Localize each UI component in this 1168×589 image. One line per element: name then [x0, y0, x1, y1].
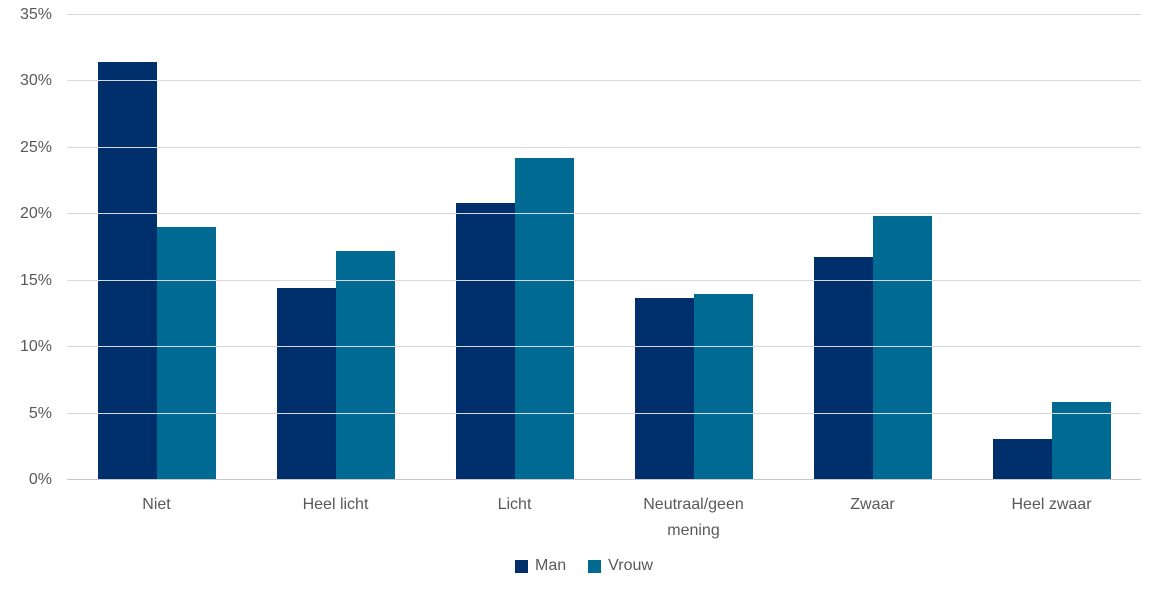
bar-group-6	[962, 401, 1141, 479]
legend-label-man: Man	[535, 557, 567, 574]
bar-vrouw-5	[872, 215, 932, 479]
bar-group-4	[604, 294, 783, 479]
bar-man-5	[813, 257, 873, 479]
y-axis-labels: 0% 5% 10% 15% 20% 25% 30% 35%	[0, 6, 52, 488]
bar-group-5	[783, 215, 962, 479]
y-tick-label: 25%	[19, 138, 52, 156]
bar-vrouw-1	[156, 226, 216, 479]
plot-area	[67, 14, 1141, 480]
x-tick-label-2: Heel licht	[302, 496, 369, 513]
bar-man-2	[276, 287, 336, 479]
bar-vrouw-4	[693, 294, 753, 479]
y-tick-label: 15%	[19, 271, 52, 289]
bar-group-3	[425, 157, 604, 479]
y-tick-label: 35%	[19, 6, 52, 23]
bar-group-2	[246, 250, 425, 479]
y-tick-label: 30%	[19, 72, 52, 90]
legend: Man Vrouw	[0, 554, 1168, 578]
legend-item-vrouw: Vrouw	[588, 556, 653, 576]
legend-label-vrouw: Vrouw	[608, 557, 653, 574]
gridline	[67, 80, 1141, 82]
bar-man-4	[634, 298, 694, 479]
bar-man-3	[455, 202, 515, 479]
bar-vrouw-2	[335, 250, 395, 479]
x-tick-label-5: Zwaar	[850, 496, 895, 513]
gridline	[67, 213, 1141, 215]
man-series-swatch	[515, 559, 529, 573]
bar-vrouw-3	[514, 157, 574, 479]
bar-group-1	[67, 61, 246, 479]
y-tick-label: 0%	[28, 471, 52, 488]
gridline	[67, 346, 1141, 348]
x-axis-labels: Niet Heel licht Licht Neutraal/geen mening Z…	[67, 492, 1141, 544]
bar-man-1	[97, 61, 157, 479]
gridline	[67, 146, 1141, 148]
legend-item-man: Man	[515, 556, 566, 576]
y-tick-label: 20%	[19, 205, 52, 223]
bar-vrouw-6	[1051, 401, 1111, 479]
vrouw-series-swatch	[588, 559, 602, 573]
y-tick-label: 10%	[19, 338, 52, 356]
x-tick-label-1: Niet	[142, 496, 171, 513]
bar-groups	[67, 14, 1141, 479]
gridline	[67, 279, 1141, 281]
gridline	[67, 412, 1141, 414]
gridline	[67, 14, 1141, 15]
y-tick-label: 5%	[28, 404, 52, 422]
x-tick-label-4: Neutraal/geen mening	[643, 496, 744, 539]
x-tick-label-3: Licht	[497, 496, 532, 513]
bar-man-6	[992, 439, 1052, 479]
x-tick-label-6: Heel zwaar	[1011, 496, 1092, 513]
